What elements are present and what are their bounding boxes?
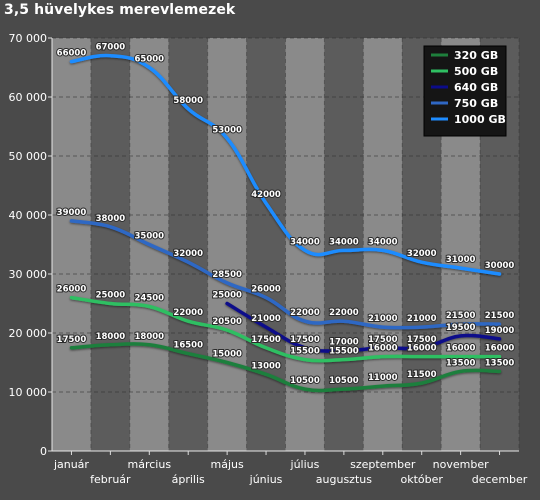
category-band xyxy=(207,38,247,451)
category-band xyxy=(52,38,91,451)
data-label: 19500 xyxy=(446,323,476,333)
data-label: 65000 xyxy=(135,55,165,65)
data-label: 16000 xyxy=(485,344,515,354)
category-band xyxy=(324,38,364,451)
data-label: 20500 xyxy=(212,317,242,327)
data-label: 22000 xyxy=(173,308,203,318)
data-label: 17500 xyxy=(290,335,320,345)
x-tick-label: március xyxy=(128,458,172,471)
data-label: 21000 xyxy=(407,314,437,324)
data-label: 17500 xyxy=(57,335,87,345)
data-label: 22000 xyxy=(290,308,320,318)
data-label: 66000 xyxy=(57,49,87,59)
data-label: 34000 xyxy=(290,237,320,247)
y-tick-label: 70 000 xyxy=(9,32,48,45)
data-label: 13000 xyxy=(251,361,281,371)
y-tick-label: 20 000 xyxy=(9,327,48,340)
data-label: 15500 xyxy=(329,347,359,357)
data-label: 58000 xyxy=(173,96,203,106)
chart-title: 3,5 hüvelykes merevlemezek xyxy=(4,2,236,18)
x-tick-label: november xyxy=(433,458,489,471)
data-label: 10500 xyxy=(290,376,320,386)
data-label: 28500 xyxy=(212,270,242,280)
data-label: 25000 xyxy=(96,291,126,301)
legend: 320 GB 500 GB 640 GB 750 GB 1000 GB xyxy=(423,45,507,137)
data-label: 35000 xyxy=(135,232,165,242)
data-label: 13500 xyxy=(485,358,515,368)
series-line xyxy=(69,295,502,363)
data-label: 11500 xyxy=(407,370,437,380)
legend-label: 320 GB xyxy=(454,49,498,62)
data-label: 19000 xyxy=(485,326,515,336)
data-label: 15500 xyxy=(290,347,320,357)
x-tick-label: január xyxy=(53,458,89,471)
data-label: 17500 xyxy=(251,335,281,345)
x-tick-label: október xyxy=(400,473,443,486)
x-tick-label: június xyxy=(249,473,283,486)
x-tick-label: december xyxy=(472,473,528,486)
data-label: 16000 xyxy=(407,344,437,354)
data-label: 30000 xyxy=(485,261,515,271)
data-label: 67000 xyxy=(96,43,126,53)
data-label: 24500 xyxy=(135,293,165,303)
data-label: 10500 xyxy=(329,376,359,386)
legend-box xyxy=(423,45,507,137)
x-tick-label: szeptember xyxy=(350,458,416,471)
data-label: 21000 xyxy=(368,314,398,324)
data-label: 21000 xyxy=(251,314,281,324)
data-label: 17500 xyxy=(368,335,398,345)
legend-label: 750 GB xyxy=(454,97,498,110)
legend-label: 500 GB xyxy=(454,65,498,78)
data-label: 17000 xyxy=(329,338,359,348)
data-label: 53000 xyxy=(212,125,242,135)
series-line xyxy=(69,342,502,393)
data-label: 32000 xyxy=(173,249,203,259)
series-line xyxy=(69,53,502,276)
data-label: 22000 xyxy=(329,308,359,318)
y-tick-label: 50 000 xyxy=(9,150,48,163)
legend-label: 1000 GB xyxy=(454,113,506,126)
data-label: 21500 xyxy=(446,311,476,321)
data-label: 15000 xyxy=(212,350,242,360)
category-band xyxy=(285,38,325,451)
data-label: 16000 xyxy=(368,344,398,354)
y-tick-label: 60 000 xyxy=(9,91,48,104)
y-tick-label: 0 xyxy=(40,445,47,458)
data-label: 17500 xyxy=(407,335,437,345)
y-tick-label: 10 000 xyxy=(9,386,48,399)
data-label: 11000 xyxy=(368,373,398,383)
data-label: 26000 xyxy=(57,285,87,295)
data-label: 16000 xyxy=(446,344,476,354)
data-label: 21500 xyxy=(485,311,515,321)
x-tick-label: július xyxy=(290,458,320,471)
category-band xyxy=(363,38,403,451)
data-label: 16500 xyxy=(173,341,203,351)
data-label: 34000 xyxy=(368,237,398,247)
series-line xyxy=(225,301,502,353)
data-label: 32000 xyxy=(407,249,437,259)
y-tick-label: 40 000 xyxy=(9,209,48,222)
data-label: 31000 xyxy=(446,255,476,265)
data-label: 26000 xyxy=(251,285,281,295)
x-tick-label: augusztus xyxy=(316,473,372,486)
category-band xyxy=(246,38,286,451)
series-line xyxy=(69,219,502,330)
data-label: 18000 xyxy=(96,332,126,342)
data-label: 39000 xyxy=(57,208,87,218)
data-label: 13500 xyxy=(446,358,476,368)
y-tick-label: 30 000 xyxy=(9,268,48,281)
data-label: 18000 xyxy=(135,332,165,342)
data-label: 38000 xyxy=(96,214,126,224)
data-label: 25000 xyxy=(212,291,242,301)
category-band xyxy=(90,38,130,451)
data-label: 42000 xyxy=(251,190,281,200)
x-tick-label: május xyxy=(211,458,244,471)
x-tick-label: április xyxy=(172,473,205,486)
data-label: 34000 xyxy=(329,237,359,247)
x-tick-label: február xyxy=(90,473,131,486)
legend-label: 640 GB xyxy=(454,81,498,94)
